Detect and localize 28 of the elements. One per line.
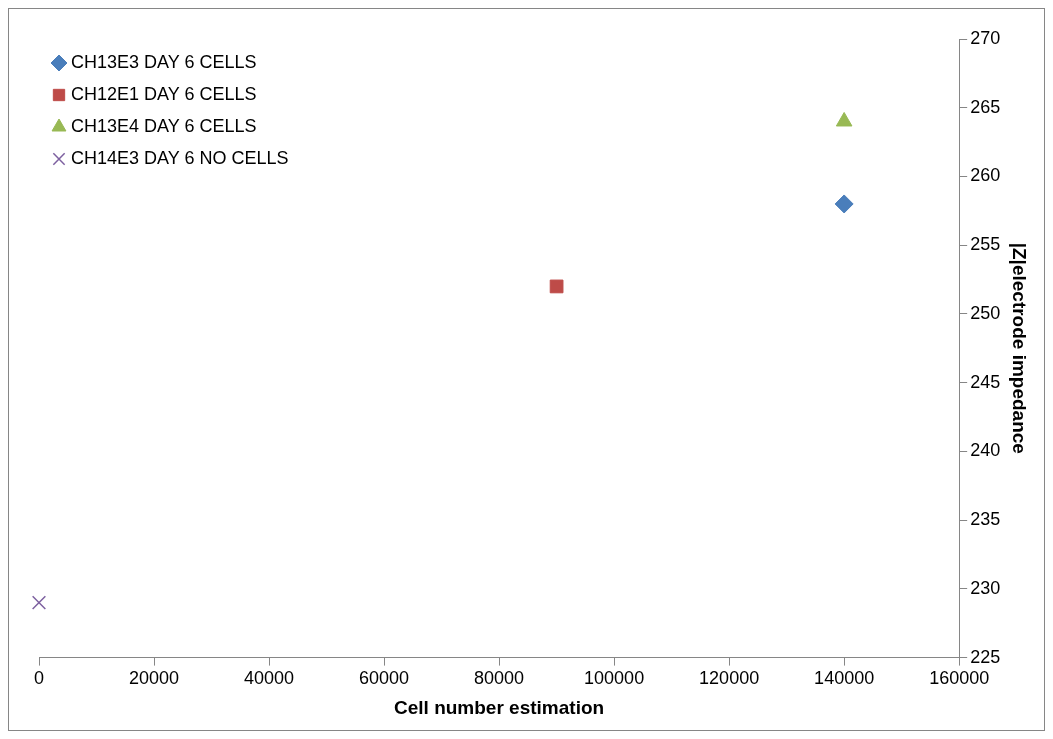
legend-label: CH14E3 DAY 6 NO CELLS: [71, 147, 289, 168]
y-tick-label: 255: [970, 234, 1001, 255]
y-tick-label: 230: [970, 577, 1001, 598]
x-tick-label: 60000: [359, 668, 410, 689]
x-tick-label: 0: [33, 668, 45, 689]
x-tick-label: 160000: [929, 668, 990, 689]
x-tick-label: 140000: [814, 668, 875, 689]
x-axis-title: Cell number estimation: [394, 696, 605, 718]
x-tick-label: 100000: [584, 668, 645, 689]
x-tick-label: 80000: [474, 668, 525, 689]
point: [31, 595, 47, 610]
legend-label: CH13E4 DAY 6 CELLS: [71, 115, 257, 136]
x-tick-label: 40000: [244, 668, 295, 689]
y-axis-title: |Z|electrode impedance: [1009, 242, 1031, 454]
point: [549, 279, 564, 294]
y-tick-label: 265: [970, 96, 1001, 117]
y-tick-label: 250: [970, 302, 1001, 323]
y-tick-label: 235: [970, 509, 1001, 530]
y-tick-label: 225: [970, 646, 1001, 667]
y-tick-label: 245: [970, 371, 1001, 392]
y-tick-label: 270: [970, 27, 1001, 48]
y-tick-label: 260: [970, 165, 1001, 186]
legend-label: CH13E3 DAY 6 CELLS: [71, 51, 257, 72]
legend-label: CH12E1 DAY 6 CELLS: [71, 83, 257, 104]
y-tick-label: 240: [970, 440, 1001, 461]
x-tick-label: 120000: [699, 668, 760, 689]
x-tick-label: 20000: [128, 668, 180, 689]
point: [834, 194, 854, 214]
